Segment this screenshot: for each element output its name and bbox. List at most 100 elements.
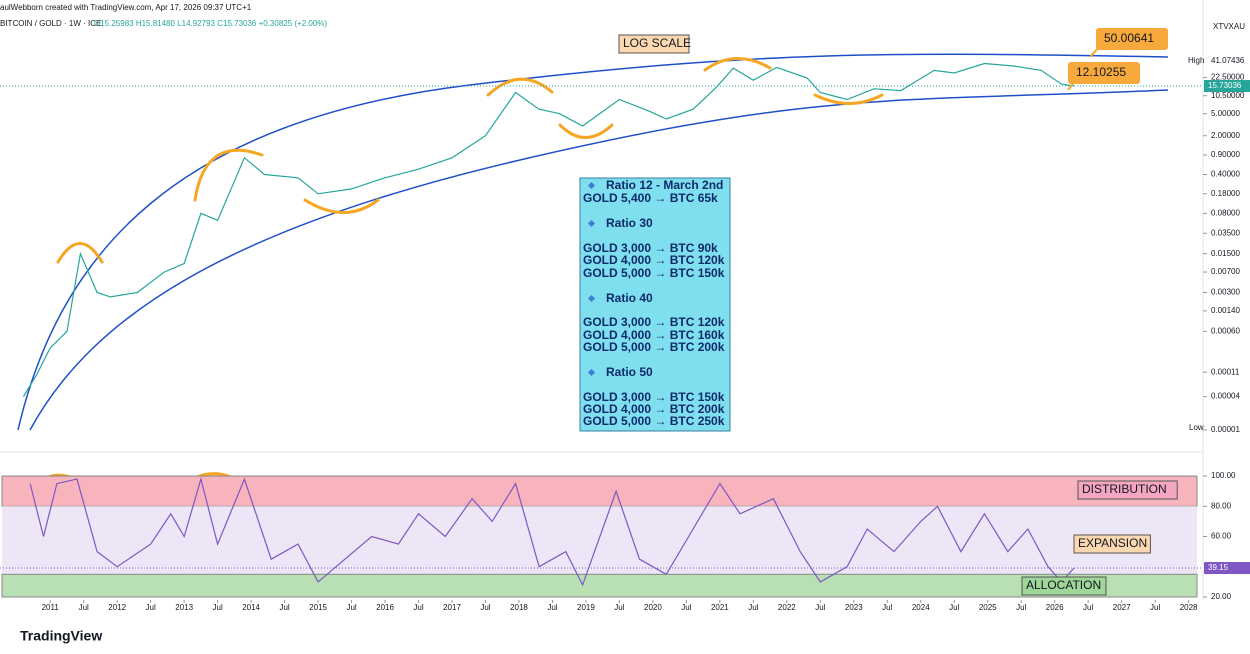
note-heading: Ratio 12 - March 2nd xyxy=(606,178,723,192)
y-tick-label: 20.00 xyxy=(1211,592,1232,601)
note-line: GOLD 5,000 → BTC 250k xyxy=(583,414,725,428)
zone-label-box xyxy=(1077,480,1178,500)
zone xyxy=(1,475,1198,507)
series-line xyxy=(29,476,1075,587)
zone xyxy=(2,506,1197,575)
x-tick-label: 2017 xyxy=(443,603,461,612)
x-tick-label: 2028 xyxy=(1180,603,1198,612)
x-tick-label: 2025 xyxy=(979,603,997,612)
x-tick-label: Jul xyxy=(413,603,423,612)
note-line: GOLD 3,000 → BTC 90k xyxy=(583,241,718,255)
ohlc: O15.25983 H15.81480 L14.92793 C15.73036 … xyxy=(94,19,327,28)
y-tick-label: 0.18000 xyxy=(1211,189,1240,198)
y-tick-label: 0.03500 xyxy=(1211,228,1240,237)
x-tick-label: Jul xyxy=(213,603,223,612)
note-heading: Ratio 50 xyxy=(606,365,653,379)
x-tick-label: 2015 xyxy=(309,603,327,612)
note-line: GOLD 4,000 → BTC 160k xyxy=(583,328,725,342)
y-tick-label: 0.00001 xyxy=(1211,425,1240,434)
x-tick-label: 2024 xyxy=(912,603,930,612)
y-tick-label: 0.00060 xyxy=(1211,326,1240,335)
note-line: GOLD 4,000 → BTC 200k xyxy=(583,402,725,416)
x-tick-label: 2013 xyxy=(175,603,193,612)
x-tick-label: Jul xyxy=(480,603,490,612)
symbol: BITCOIN / GOLD · 1W · ICE xyxy=(0,19,101,28)
x-tick-label: Jul xyxy=(681,603,691,612)
bullet xyxy=(587,294,596,303)
brand: TradingView xyxy=(20,628,102,644)
y-tick-label: 0.01500 xyxy=(1211,249,1240,258)
x-tick-label: 2026 xyxy=(1046,603,1064,612)
note-heading: Ratio 40 xyxy=(606,291,653,305)
note-line: GOLD 5,000 → BTC 150k xyxy=(583,266,725,280)
series-line xyxy=(22,62,1075,397)
x-tick-label: Jul xyxy=(146,603,156,612)
zone-label: EXPANSION xyxy=(1078,536,1147,550)
bullet xyxy=(587,181,596,190)
x-tick-label: 2021 xyxy=(711,603,729,612)
annotation-box xyxy=(618,34,690,54)
y-tick-label: 5.00000 xyxy=(1211,109,1240,118)
x-tick-label: 2012 xyxy=(108,603,126,612)
x-tick-label: Jul xyxy=(279,603,289,612)
annotation-box xyxy=(1068,62,1140,84)
y-tick-label: 22.50000 xyxy=(1211,72,1245,81)
last-value-box xyxy=(1204,562,1250,575)
x-tick-label: 2023 xyxy=(845,603,863,612)
x-tick-label: Jul xyxy=(1150,603,1160,612)
y-tick-label: 0.00011 xyxy=(1211,367,1240,376)
y-tick-label: 100.00 xyxy=(1211,471,1236,480)
note-line: GOLD 3,000 → BTC 150k xyxy=(583,390,725,404)
low-label: Low xyxy=(1189,423,1204,432)
y-tick-label: 0.40000 xyxy=(1211,170,1240,179)
x-tick-label: 2018 xyxy=(510,603,528,612)
x-tick-label: 2022 xyxy=(778,603,796,612)
y-tick-label: 0.00140 xyxy=(1211,306,1240,315)
x-tick-label: 2020 xyxy=(644,603,662,612)
annotation: LOG SCALE xyxy=(623,36,691,50)
last-value-label: 39.15 xyxy=(1208,563,1229,572)
y-tick-label: 0.08000 xyxy=(1211,208,1240,217)
y-tick-label: 0.00004 xyxy=(1211,392,1240,401)
ticker: XTVXAU xyxy=(1213,22,1245,31)
x-tick-label: 2027 xyxy=(1113,603,1131,612)
high-label: High xyxy=(1188,56,1204,65)
note-line: GOLD 5,000 → BTC 200k xyxy=(583,340,725,354)
last-value-label: 15.73036 xyxy=(1208,81,1242,90)
y-tick-label: 0.00300 xyxy=(1211,288,1240,297)
note-box xyxy=(579,177,731,432)
x-tick-label: 2019 xyxy=(577,603,595,612)
y-tick-label: 80.00 xyxy=(1211,501,1232,510)
x-tick-label: Jul xyxy=(547,603,557,612)
x-tick-label: Jul xyxy=(79,603,89,612)
credit: aulWebborn created with TradingView.com,… xyxy=(0,3,252,12)
note-line: GOLD 4,000 → BTC 120k xyxy=(583,253,725,267)
annotation-box xyxy=(1096,28,1168,50)
note-heading: Ratio 30 xyxy=(606,216,653,230)
x-tick-label: 2014 xyxy=(242,603,260,612)
x-tick-label: Jul xyxy=(1016,603,1026,612)
last-value-box xyxy=(1204,80,1250,93)
x-tick-label: Jul xyxy=(815,603,825,612)
x-tick-label: Jul xyxy=(614,603,624,612)
annotation: 12.10255 xyxy=(1076,65,1126,79)
bullet xyxy=(587,219,596,228)
zone-label: DISTRIBUTION xyxy=(1082,482,1167,496)
x-tick-label: 2011 xyxy=(42,603,60,612)
zone-label-box xyxy=(1073,534,1151,554)
y-tick-label: 0.00700 xyxy=(1211,267,1240,276)
annotation: 50.00641 xyxy=(1104,31,1154,45)
x-tick-label: Jul xyxy=(346,603,356,612)
high-value: 41.07436 xyxy=(1211,56,1245,65)
x-tick-label: 2016 xyxy=(376,603,394,612)
channel-lower xyxy=(29,89,1169,431)
bullet xyxy=(587,368,596,377)
note-line: GOLD 5,400 → BTC 65k xyxy=(583,191,718,205)
x-tick-label: Jul xyxy=(1083,603,1093,612)
y-tick-label: 60.00 xyxy=(1211,532,1232,541)
y-tick-label: 2.00000 xyxy=(1211,131,1240,140)
zone-label: ALLOCATION xyxy=(1026,578,1101,592)
x-tick-label: Jul xyxy=(748,603,758,612)
x-tick-label: Jul xyxy=(882,603,892,612)
